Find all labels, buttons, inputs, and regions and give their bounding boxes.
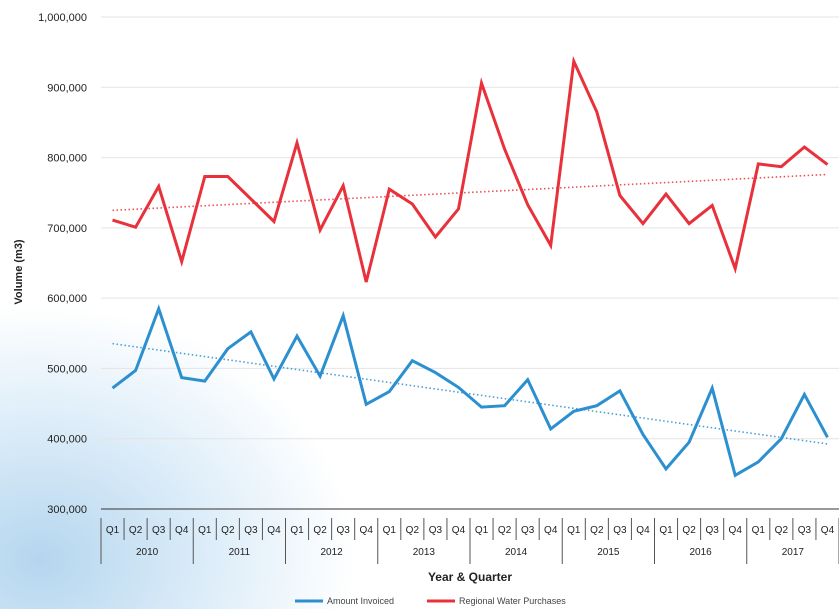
y-axis-ticks: 300,000 400,000 500,000 600,000 700,000 800,0… <box>38 12 87 516</box>
quarter-label: Q3 <box>613 525 627 536</box>
year-label: 2010 <box>136 547 159 558</box>
quarter-label: Q3 <box>336 525 350 536</box>
quarter-label: Q2 <box>682 525 696 536</box>
y-tick-label: 1,000,000 <box>38 12 87 24</box>
quarter-label: Q2 <box>129 525 143 536</box>
quarter-label: Q2 <box>590 525 604 536</box>
y-axis-title: Volume (m3) <box>13 239 25 305</box>
quarter-label: Q1 <box>106 525 120 536</box>
quarter-label: Q2 <box>313 525 327 536</box>
series-line-amount-invoiced <box>111 304 829 478</box>
quarter-label: Q1 <box>198 525 212 536</box>
quarter-label: Q4 <box>821 525 835 536</box>
quarter-label: Q4 <box>360 525 374 536</box>
y-tick-label: 800,000 <box>47 153 87 165</box>
quarter-label: Q4 <box>729 525 743 536</box>
year-label: 2015 <box>597 547 620 558</box>
legend: Amount Invoiced Regional Water Purchases <box>295 596 566 606</box>
y-tick-label: 700,000 <box>47 223 87 235</box>
quarter-label: Q3 <box>152 525 166 536</box>
quarter-label: Q3 <box>244 525 258 536</box>
quarter-label: Q2 <box>498 525 512 536</box>
y-tick-label: 900,000 <box>47 82 87 94</box>
year-label: 2011 <box>229 547 251 558</box>
x-axis-title: Year & Quarter <box>428 570 512 584</box>
quarter-label: Q3 <box>429 525 443 536</box>
quarter-label: Q1 <box>475 525 489 536</box>
trendline-regional-water-purchases <box>112 173 828 212</box>
quarter-label: Q3 <box>521 525 535 536</box>
legend-label: Amount Invoiced <box>327 596 394 606</box>
quarter-label: Q3 <box>705 525 719 536</box>
quarter-label: Q2 <box>221 525 235 536</box>
quarter-label: Q3 <box>798 525 812 536</box>
legend-label: Regional Water Purchases <box>459 596 566 606</box>
quarter-label: Q2 <box>775 525 789 536</box>
quarter-label: Q4 <box>544 525 558 536</box>
year-label: 2017 <box>782 547 805 558</box>
trendline-amount-invoiced <box>112 342 828 445</box>
series-lines <box>111 55 829 478</box>
y-tick-label: 600,000 <box>47 293 87 305</box>
year-label: 2012 <box>321 547 344 558</box>
quarter-label: Q4 <box>175 525 189 536</box>
y-tick-label: 300,000 <box>47 504 87 516</box>
x-axis: Q1 Q2 Q3 Q4 Q1 Q2 Q3 Q4 Q1 Q2 Q3 Q4 Q1 Q2 Q3 Q4 Q1 Q2 Q3 Q4… <box>100 508 839 564</box>
quarter-label: Q1 <box>383 525 397 536</box>
year-label: 2016 <box>690 547 713 558</box>
year-label: 2014 <box>505 547 528 558</box>
y-tick-label: 500,000 <box>47 363 87 375</box>
trendlines <box>112 173 828 445</box>
quarter-label: Q1 <box>567 525 581 536</box>
series-line-regional-water-purchases <box>112 55 829 283</box>
quarter-label: Q1 <box>290 525 304 536</box>
gridlines <box>101 16 839 440</box>
quarter-label: Q1 <box>752 525 766 536</box>
quarter-label: Q4 <box>267 525 281 536</box>
y-tick-label: 400,000 <box>47 434 87 446</box>
quarter-label: Q2 <box>406 525 420 536</box>
quarter-label: Q1 <box>659 525 673 536</box>
quarter-label: Q4 <box>452 525 466 536</box>
year-label: 2013 <box>413 547 436 558</box>
quarter-label: Q4 <box>636 525 650 536</box>
